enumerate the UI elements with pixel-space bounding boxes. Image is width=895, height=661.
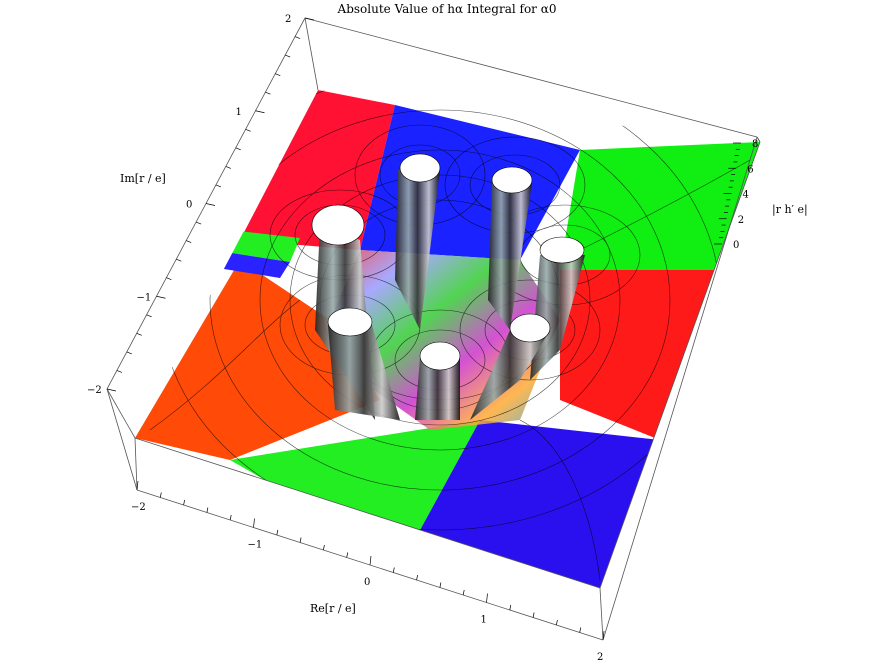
x-tick-label: −2	[131, 502, 146, 513]
x-tick	[206, 507, 209, 513]
x-tick-labels: −2 −1 0 1 2	[131, 502, 603, 661]
x-tick	[299, 537, 302, 543]
chart-title: Absolute Value of hα Integral for α0	[337, 2, 557, 16]
z-axis-ticks	[714, 142, 741, 245]
y-tick	[215, 184, 222, 188]
y-tick	[136, 333, 142, 336]
y-tick	[255, 110, 265, 114]
x-tick	[346, 552, 349, 558]
region-blue-bottom	[420, 420, 660, 588]
y-tick	[176, 258, 182, 262]
x-tick	[416, 574, 418, 581]
x-tick	[229, 514, 232, 521]
y-tick	[106, 388, 117, 392]
y-tick-labels: −2 −1 0 1 2	[87, 14, 291, 396]
x-tick	[369, 555, 372, 566]
y-tick-label: −1	[137, 292, 152, 303]
x-tick	[253, 518, 255, 528]
pole-6	[470, 313, 551, 420]
x-tick	[462, 589, 465, 596]
y-tick	[146, 314, 152, 318]
x-tick	[183, 499, 185, 506]
z-tick-label: 2	[738, 215, 744, 226]
y-tick-label: 0	[186, 200, 192, 211]
x-tick	[323, 544, 325, 551]
pole-5	[327, 307, 400, 420]
y-tick	[225, 166, 231, 169]
y-tick	[285, 54, 291, 58]
y-axis-label: Im[r / e]	[120, 172, 166, 185]
y-tick-label: 2	[285, 14, 291, 25]
y-tick	[304, 17, 315, 21]
x-axis-ticks	[136, 480, 605, 641]
y-tick	[245, 128, 251, 132]
x-axis-label: Re[r / e]	[310, 602, 356, 615]
x-tick	[486, 593, 488, 603]
y-tick	[294, 36, 301, 39]
y-tick-label: 1	[236, 107, 242, 118]
x-tick	[579, 627, 582, 633]
z-tick-labels: 0 2 4 6 8	[733, 139, 758, 251]
z-axis-label: |r h′ e|	[772, 203, 808, 217]
region-green-left-strip	[225, 230, 300, 262]
y-tick	[265, 91, 271, 95]
region-red-top	[240, 90, 395, 250]
x-tick-label: 0	[364, 577, 370, 588]
poles	[311, 153, 585, 420]
x-tick	[439, 582, 442, 588]
y-tick	[156, 295, 166, 299]
z-tick-label: 6	[747, 164, 753, 175]
y-tick	[235, 147, 241, 151]
x-tick	[532, 612, 535, 618]
region-green-bottom	[230, 420, 480, 530]
region-green-right	[560, 142, 760, 270]
y-tick	[195, 221, 202, 225]
pole-2	[395, 153, 441, 330]
y-tick	[186, 240, 192, 243]
region-red-right	[560, 270, 720, 440]
z-tick-label: 4	[743, 190, 749, 201]
x-tick	[392, 567, 395, 573]
x-tick	[509, 604, 512, 611]
z-tick-label: 0	[733, 240, 739, 251]
pole-4	[530, 236, 585, 380]
x-tick-label: 1	[481, 615, 487, 626]
x-tick	[602, 630, 605, 641]
x-tick	[556, 619, 558, 626]
y-tick	[205, 203, 216, 206]
pole-7	[415, 341, 461, 420]
y-axis-ticks	[106, 17, 315, 392]
x-tick	[159, 492, 162, 498]
region-blue-left-strip	[218, 252, 290, 278]
pole-3	[488, 166, 533, 330]
y-tick-label: −2	[87, 385, 102, 396]
region-orange-left	[135, 260, 380, 460]
x-tick	[136, 480, 139, 491]
y-tick	[126, 351, 132, 355]
y-tick	[275, 73, 281, 76]
x-tick	[276, 529, 279, 536]
y-tick	[166, 277, 172, 281]
x-tick-label: −1	[248, 540, 263, 551]
y-tick	[116, 370, 123, 373]
x-tick-label: 2	[597, 652, 603, 661]
z-tick-label: 8	[752, 139, 758, 150]
